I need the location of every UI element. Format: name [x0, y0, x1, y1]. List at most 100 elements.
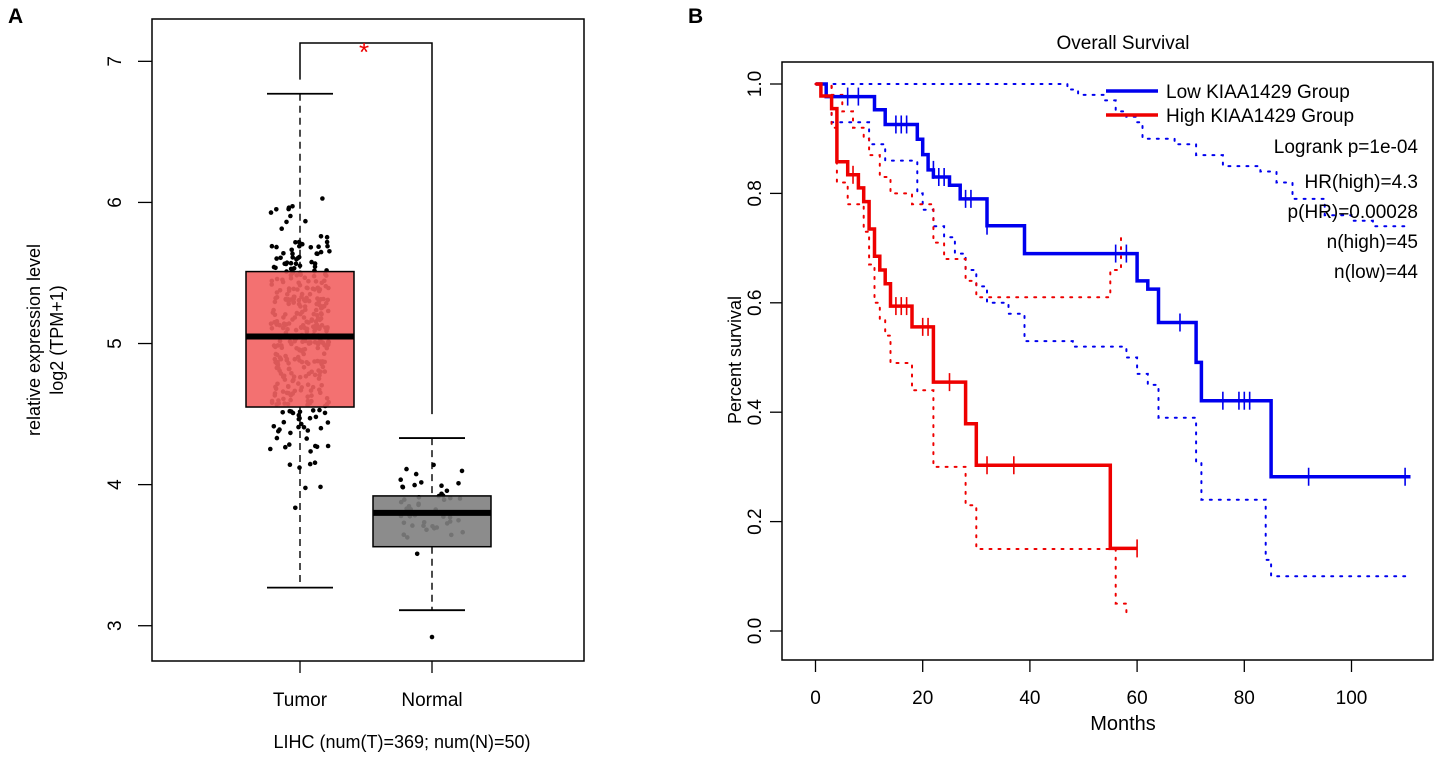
- data-point: [281, 419, 287, 425]
- data-point: [268, 210, 274, 215]
- data-point: [312, 264, 318, 270]
- data-point: [297, 243, 302, 249]
- data-point: [439, 483, 444, 489]
- bracket-path: [299, 42, 433, 415]
- box-normal: [372, 495, 492, 548]
- y-tick-label: 3: [105, 620, 126, 631]
- data-point: [325, 420, 331, 425]
- confidence-bands: [814, 83, 1412, 616]
- panel-b-title: Overall Survival: [1056, 33, 1189, 54]
- data-point: [307, 461, 313, 467]
- data-point: [327, 249, 332, 254]
- data-point: [308, 245, 314, 250]
- panel-a-boxes: [245, 92, 492, 612]
- data-point: [308, 449, 313, 454]
- stat-p-hr: p(HR)=0.00028: [1288, 202, 1418, 223]
- data-point: [268, 446, 273, 452]
- panel-a-x-axis: Tumor Normal: [273, 661, 463, 711]
- data-point: [278, 255, 283, 261]
- survival-curves: [815, 82, 1411, 551]
- data-point: [320, 196, 325, 201]
- data-point: [293, 505, 298, 511]
- panel-a-xlabel: LIHC (num(T)=369; num(N)=50): [273, 732, 530, 752]
- x-tick-label: 20: [912, 688, 933, 709]
- data-point: [404, 466, 409, 472]
- data-point: [325, 443, 331, 449]
- data-point: [318, 249, 324, 255]
- data-point: [293, 261, 299, 267]
- data-point: [314, 444, 320, 450]
- data-point: [322, 410, 328, 416]
- data-point: [284, 219, 289, 225]
- data-point: [301, 425, 307, 430]
- data-point: [290, 255, 296, 260]
- y-tick-label: 4: [105, 479, 126, 490]
- data-point: [303, 218, 308, 224]
- y-tick-label: 7: [105, 56, 126, 67]
- panel-b-ylabel: Percent survival: [725, 296, 745, 424]
- y-tick-label: 0.4: [745, 399, 766, 426]
- data-point: [324, 234, 330, 240]
- y-tick-label: 0.8: [745, 180, 766, 206]
- data-point: [274, 207, 279, 212]
- data-point: [398, 477, 404, 483]
- data-point: [318, 234, 324, 239]
- x-tick-label: 40: [1019, 688, 1040, 709]
- stat-hr: HR(high)=4.3: [1304, 172, 1418, 193]
- data-point: [280, 410, 286, 415]
- data-point: [271, 424, 277, 429]
- x-tick-label: 100: [1336, 688, 1368, 709]
- data-point: [314, 251, 320, 256]
- y-tick-label: 0.6: [745, 290, 766, 316]
- data-point: [290, 204, 295, 209]
- data-point: [289, 247, 295, 253]
- panel-a-y-axis: 3 4 5 6 7: [105, 56, 152, 631]
- data-point: [276, 429, 281, 434]
- data-point: [274, 435, 280, 441]
- data-point: [318, 425, 324, 431]
- data-point: [287, 462, 293, 468]
- ci-lower-high: [814, 83, 1128, 616]
- panel-b-y-axis: 0.0 0.2 0.4 0.6 0.8 1.0: [745, 71, 782, 644]
- data-point: [413, 471, 419, 477]
- data-point: [309, 259, 314, 265]
- survival-curve-low: [815, 82, 1411, 479]
- stat-logrank: Logrank p=1e-04: [1274, 137, 1419, 158]
- panel-a-plot-frame: [151, 18, 585, 662]
- legend-label-high: High KIAA1429 Group: [1166, 106, 1354, 127]
- data-point: [296, 412, 302, 418]
- data-point: [304, 436, 310, 441]
- data-point: [290, 251, 295, 256]
- data-point: [283, 261, 289, 267]
- data-point: [279, 226, 285, 231]
- ci-upper-high: [814, 83, 1128, 299]
- stat-n-low: n(low)=44: [1334, 262, 1418, 283]
- ci-upper-low: [814, 83, 1412, 228]
- panel-b-label: B: [688, 5, 703, 28]
- data-point: [412, 482, 417, 488]
- data-point: [318, 484, 323, 490]
- legend: Low KIAA1429 Group High KIAA1429 Group L…: [1106, 82, 1418, 283]
- data-point: [305, 428, 311, 433]
- data-point: [456, 481, 461, 486]
- survival-curve-high: [815, 82, 1138, 551]
- significance-bracket: [299, 42, 433, 415]
- legend-label-low: Low KIAA1429 Group: [1166, 82, 1350, 103]
- data-point: [274, 244, 279, 250]
- data-point: [289, 409, 294, 414]
- x-tick-label: 80: [1234, 688, 1255, 709]
- y-tick-label: 6: [105, 197, 126, 208]
- data-point: [294, 257, 299, 262]
- y-tick-label: 5: [105, 338, 126, 349]
- data-point: [317, 407, 322, 413]
- stat-n-high: n(high)=45: [1327, 232, 1418, 253]
- data-point: [414, 551, 420, 557]
- panel-a-label: A: [8, 5, 23, 28]
- data-point: [429, 634, 435, 640]
- data-point: [400, 484, 405, 490]
- data-point: [286, 205, 292, 210]
- data-point: [313, 414, 319, 420]
- data-point: [288, 430, 293, 436]
